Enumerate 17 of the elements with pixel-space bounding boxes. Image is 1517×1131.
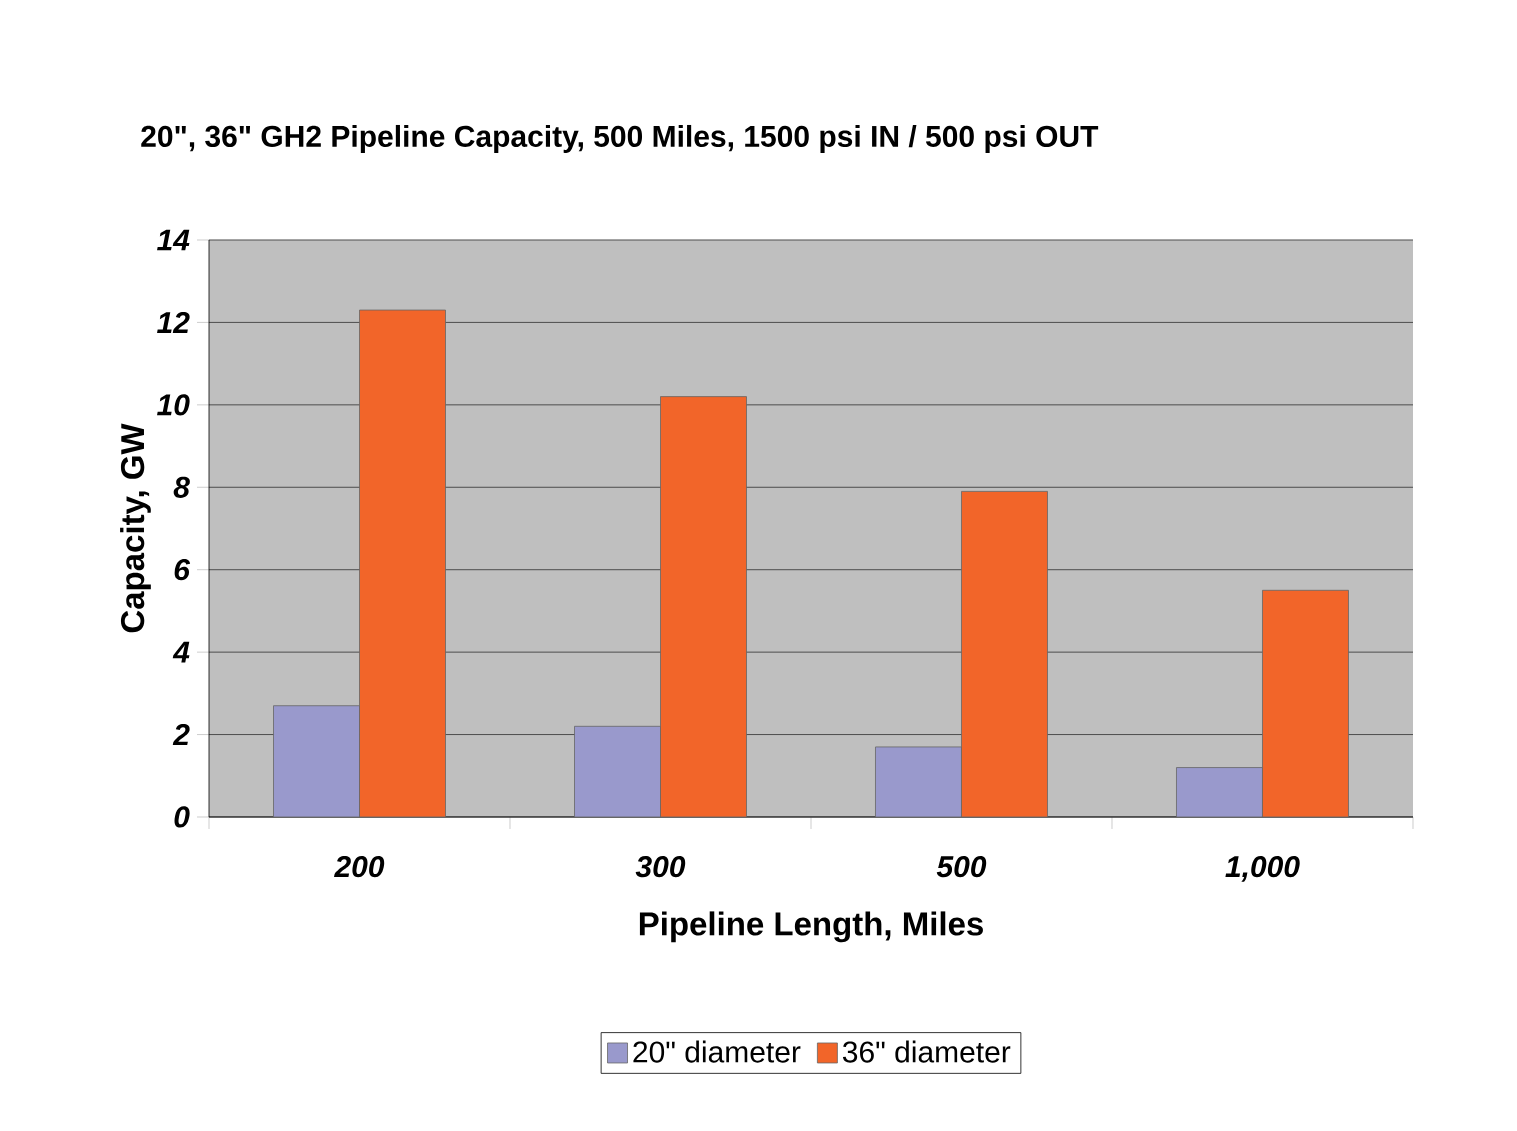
y-tick-label: 6	[174, 559, 191, 581]
x-tick-label: 1,000	[1225, 856, 1300, 882]
chart-title: 20", 36" GH2 Pipeline Capacity, 500 Miles, 1500 psi IN / 500 psi OUT	[141, 124, 1099, 153]
y-tick-label: 12	[157, 311, 190, 333]
y-tick-label: 2	[172, 724, 190, 746]
y-tick-label: 4	[172, 641, 190, 663]
x-axis-title: Pipeline Length, Miles	[639, 911, 983, 943]
x-tick-label: 300	[635, 856, 686, 878]
y-axis-title: Capacity, GW	[120, 423, 151, 633]
legend-label: 20" diameter	[633, 1040, 801, 1063]
y-tick-label: 8	[173, 476, 190, 498]
y-tick-label: 0	[174, 806, 190, 828]
x-tick-label: 500	[936, 856, 987, 878]
x-tick-label: 200	[334, 856, 385, 878]
y-tick-label: 10	[157, 394, 190, 416]
y-tick-label: 14	[157, 229, 190, 251]
legend-label: 36" diameter	[842, 1040, 1011, 1063]
